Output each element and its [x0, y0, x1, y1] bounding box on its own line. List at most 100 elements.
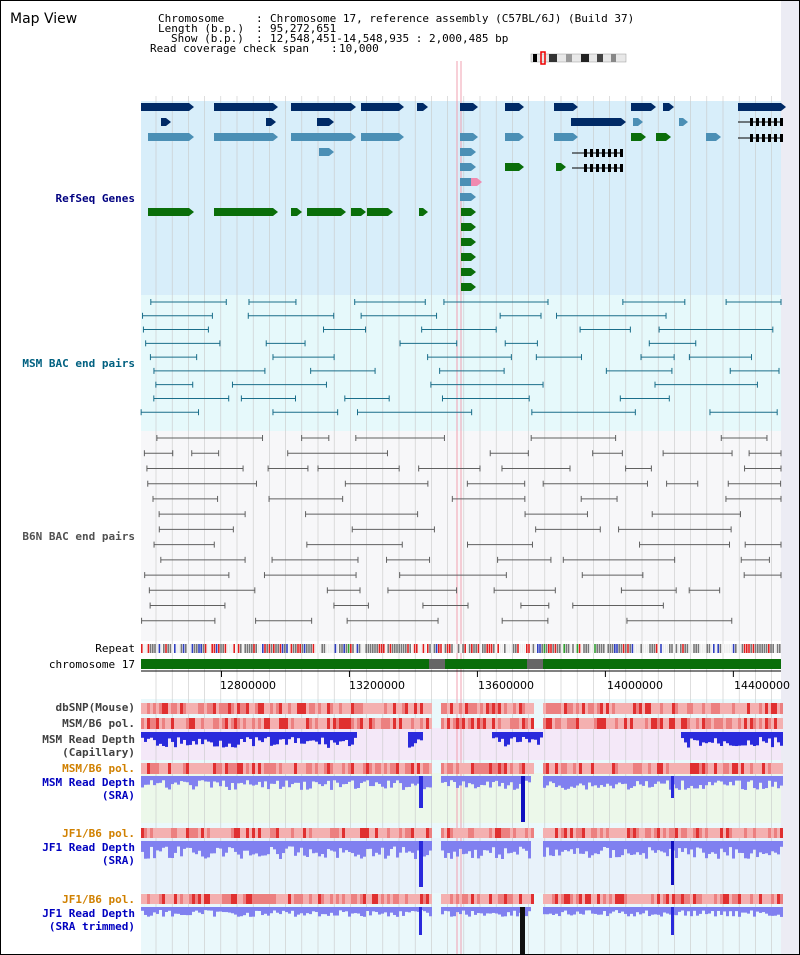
jf1-b6-pol-cell — [768, 828, 771, 838]
jf1-sra-depth-bar — [522, 841, 525, 849]
jf1-sra-depth-bar — [588, 841, 591, 858]
msm-sra-depth-bar — [501, 776, 504, 783]
jf1-sra-depth-bar — [321, 841, 324, 855]
depth-spike — [520, 907, 525, 954]
jf1-b6-pol-cell — [168, 828, 171, 838]
jf1-b6-pol2-cell — [294, 894, 297, 904]
repeat-mark — [611, 644, 614, 653]
msm-b6-pol-cell — [405, 718, 408, 729]
jf1-trim-depth-bar — [483, 907, 486, 916]
msm-capillary-depth-bar — [501, 732, 504, 739]
msm-b6-pol-cell — [297, 718, 300, 729]
repeat-mark — [488, 644, 491, 653]
msm-sra-depth-bar — [759, 776, 762, 783]
jf1-trim-depth-bar — [501, 907, 504, 917]
jf1-b6-pol-cell — [606, 828, 609, 838]
msm-sra-depth-bar — [609, 776, 612, 786]
msm-b6-pol-cell — [516, 718, 519, 729]
jf1-trim-depth-bar — [492, 907, 495, 913]
msm-b6-pol2-cell — [255, 763, 258, 774]
jf1-sra-depth-bar — [693, 841, 696, 858]
msm-b6-pol2-cell — [417, 763, 420, 774]
jf1-trim-depth-bar — [765, 907, 768, 914]
jf1-trim-depth-bar — [174, 907, 177, 914]
gene-exon — [461, 238, 471, 246]
msm-b6-pol-cell — [696, 718, 699, 729]
msm-b6-pol-cell — [453, 718, 456, 729]
jf1-b6-pol2-cell — [609, 894, 612, 904]
msm-b6-pol-cell — [747, 718, 750, 729]
jf1-trim-depth-bar — [378, 907, 381, 915]
jf1-b6-pol2-cell — [273, 894, 276, 904]
msm-b6-pol-cell — [222, 718, 225, 729]
msm-b6-pol-cell — [252, 718, 255, 729]
jf1-b6-pol2-cell — [708, 894, 711, 904]
repeat-mark — [598, 644, 601, 653]
depth-spike — [671, 776, 674, 798]
repeat-mark — [537, 644, 539, 653]
jf1-trim-depth-bar — [195, 907, 198, 911]
msm-sra-depth-bar — [555, 776, 558, 788]
msm-b6-pol-cell — [429, 718, 432, 729]
msm-b6-pol-cell — [306, 718, 309, 729]
repeat-mark — [576, 644, 579, 653]
jf1-trim-depth-bar — [351, 907, 354, 914]
jf1-trim-depth-bar — [294, 907, 297, 917]
repeat-mark — [647, 644, 649, 653]
repeat-mark — [680, 644, 682, 653]
msm-sra-depth-bar — [213, 776, 216, 782]
jf1-sra-depth-bar — [459, 841, 462, 849]
repeat-mark — [609, 644, 612, 653]
msm-sra-depth-bar — [315, 776, 318, 783]
repeat-mark — [636, 644, 638, 653]
dbsnp-cell — [192, 703, 195, 714]
jf1-b6-pol2-cell — [651, 894, 654, 904]
jf1-trim-depth-bar — [300, 907, 303, 914]
msm-b6-pol-cell — [522, 718, 525, 729]
msm-sra-depth-bar — [519, 776, 522, 784]
jf1-b6-pol-cell — [306, 828, 309, 838]
msm-b6-pol2-cell — [252, 763, 255, 774]
dbsnp-cell — [555, 703, 558, 714]
jf1-b6-pol-cell — [552, 828, 555, 838]
jf1-sra-depth-bar — [396, 841, 399, 858]
msm-capillary-depth-bar — [720, 732, 723, 746]
jf1-trim-depth-bar — [141, 907, 144, 911]
jf1-trim-depth-bar — [627, 907, 630, 917]
msm-sra-depth-bar — [195, 776, 198, 787]
jf1-b6-pol-cell — [774, 828, 777, 838]
jf1-sra-depth-bar — [564, 841, 567, 851]
gene-arrow — [519, 103, 524, 111]
dbsnp-cell — [699, 703, 702, 714]
msm-b6-pol2-cell — [420, 763, 423, 774]
jf1-sra-depth-bar — [519, 841, 522, 847]
repeat-mark — [262, 644, 264, 653]
dbsnp-cell — [579, 703, 582, 714]
repeat-mark — [629, 644, 631, 653]
msm-b6-pol2-cell — [495, 763, 498, 774]
msm-b6-pol2-cell — [516, 763, 519, 774]
track-label-dbsnp: dbSNP(Mouse) — [55, 701, 135, 714]
transcript-exon — [584, 164, 587, 172]
msm-b6-pol2-cell — [387, 763, 390, 774]
msm-sra-depth-bar — [231, 776, 234, 784]
jf1-b6-pol-cell — [510, 828, 513, 838]
jf1-sra-depth-bar — [330, 841, 333, 851]
repeat-mark — [257, 644, 260, 653]
jf1-b6-pol-cell — [201, 828, 204, 838]
repeat-mark — [270, 644, 273, 653]
msm-sra-depth-bar — [681, 776, 684, 781]
repeat-mark — [479, 644, 482, 653]
msm-b6-pol2-cell — [630, 763, 633, 774]
jf1-sra-depth-bar — [408, 841, 411, 852]
repeat-mark — [570, 644, 572, 653]
repeat-mark — [669, 644, 671, 653]
dbsnp-cell — [333, 703, 336, 714]
msm-sra-depth-bar — [576, 776, 579, 786]
msm-b6-pol-cell — [294, 718, 297, 729]
jf1-b6-pol-cell — [216, 828, 219, 838]
msm-sra-depth-bar — [378, 776, 381, 784]
msm-b6-pol2-cell — [264, 763, 267, 774]
jf1-sra-depth-bar — [765, 841, 768, 854]
